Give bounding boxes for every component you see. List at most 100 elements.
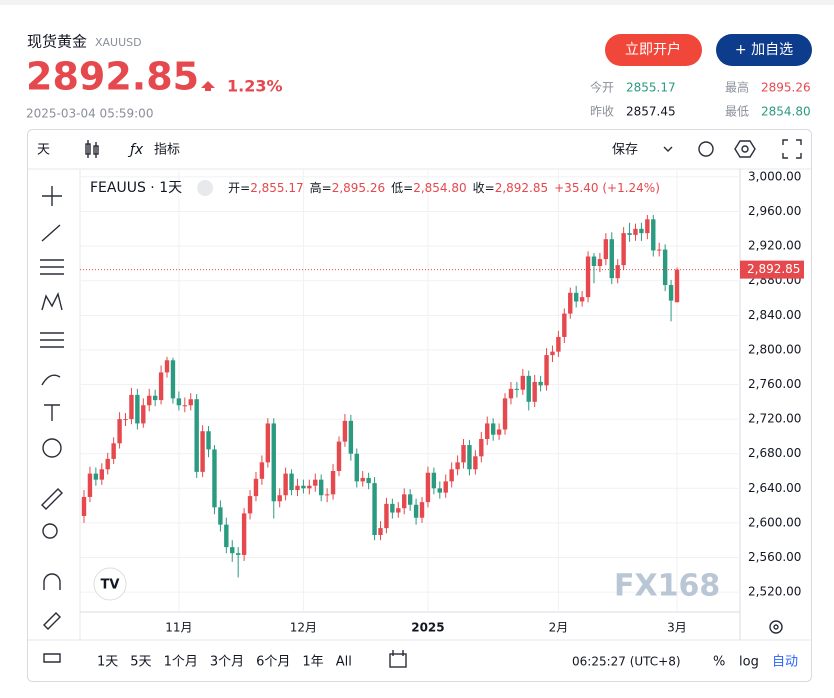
bottom-bar: 1天 5天 1个月 3个月 6个月 1年 All <box>97 655 352 670</box>
candle-body <box>384 503 389 529</box>
candle-body <box>425 472 431 503</box>
candle-body <box>170 360 176 399</box>
chevron[interactable] <box>663 146 673 152</box>
candle-body <box>354 453 359 482</box>
candle-body <box>230 547 235 554</box>
scale-option[interactable]: 自动 <box>772 655 798 670</box>
legend-label: 收= <box>473 181 495 195</box>
y-tick-label: 2,800.00 <box>748 342 801 356</box>
candle-body <box>485 423 490 440</box>
tv-logo-mark: TV <box>101 578 120 593</box>
range-button[interactable]: All <box>336 655 352 670</box>
candle-body <box>141 405 146 424</box>
candle-body <box>514 388 520 390</box>
candle-body <box>443 481 448 493</box>
candle-body <box>591 256 597 267</box>
candle-body <box>111 443 116 459</box>
interval[interactable]: 天 <box>37 143 50 158</box>
button-label[interactable]: + 加自选 <box>735 42 793 58</box>
y-tick-label: 2,560.00 <box>748 550 801 564</box>
stat-label: 今开 <box>590 80 614 95</box>
toolbar-icons[interactable] <box>698 139 802 159</box>
scale-option[interactable]: % <box>713 655 725 670</box>
candle-body <box>413 504 419 518</box>
candle-body <box>461 445 466 463</box>
button-bg <box>716 34 812 66</box>
candle-body <box>224 524 229 548</box>
range-button[interactable]: 1年 <box>302 655 323 670</box>
legend-value: 2,895.26 <box>332 181 385 195</box>
candle-body <box>372 483 377 536</box>
candle-body <box>562 313 567 337</box>
candle-body <box>520 375 526 390</box>
button-label[interactable]: 立即开户 <box>625 41 681 58</box>
range-button[interactable]: 5天 <box>130 655 151 670</box>
y-tick-label: 2,760.00 <box>748 377 801 391</box>
fx-icon: ƒx <box>127 142 144 158</box>
candle-body <box>490 423 496 435</box>
legend-value: 2,854.80 <box>413 181 466 195</box>
candle-body <box>147 395 152 406</box>
candle-icon[interactable] <box>85 140 99 158</box>
change: 1.23% <box>227 77 283 96</box>
top-strip <box>0 0 834 5</box>
range-button[interactable]: 1个月 <box>164 655 198 670</box>
candle-body <box>526 375 531 402</box>
x-tick-label: 11月 <box>165 621 192 635</box>
candle-body <box>206 431 211 450</box>
candle-body <box>117 419 122 444</box>
stat-value: 2854.80 <box>761 105 811 119</box>
candle-body <box>585 256 591 298</box>
candle-body <box>176 398 182 406</box>
timestamp: 2025-03-04 05:59:00 <box>26 107 153 121</box>
y-tick-label: 2,960.00 <box>748 204 801 218</box>
candle-body <box>479 439 484 457</box>
candle-body <box>241 513 247 555</box>
candle-body <box>668 285 674 301</box>
x-tick-label: 2月 <box>549 621 569 635</box>
indicators[interactable]: 指标 <box>154 143 180 158</box>
candle-body <box>597 259 603 267</box>
legend-label: 高= <box>310 180 332 195</box>
range-button[interactable]: 1天 <box>97 655 118 670</box>
candle-body <box>105 458 110 470</box>
legend-value: 2,892.85 <box>495 181 548 195</box>
candle-body <box>307 485 312 489</box>
candle-body <box>81 496 87 516</box>
watermark: FX168 <box>614 569 720 604</box>
candle-body <box>473 456 478 470</box>
candle-body <box>662 249 668 286</box>
date-range-icon[interactable] <box>389 650 407 668</box>
candle-body <box>603 239 609 260</box>
asset-symbol: XAUUSD <box>95 36 142 49</box>
drawing-tools[interactable] <box>40 186 64 663</box>
last-price-tag <box>740 260 804 279</box>
candle-body <box>319 479 324 496</box>
candle-body <box>235 553 241 555</box>
candle-body <box>556 336 561 352</box>
candle-body <box>496 429 502 435</box>
range-button[interactable]: 3个月 <box>210 655 244 670</box>
range-button[interactable]: 6个月 <box>256 655 290 670</box>
up-arrow <box>201 81 215 91</box>
candle-body <box>645 219 650 234</box>
stat-label: 最高 <box>725 80 749 95</box>
legend-label: 低= <box>391 181 413 195</box>
clock: 06:25:27 (UTC+8) <box>572 655 681 669</box>
stat-value: 2855.17 <box>626 81 676 95</box>
save[interactable]: 保存 <box>612 143 638 158</box>
open-account-button[interactable]: 立即开户 <box>605 34 702 66</box>
last-price-label: 2,892.85 <box>747 262 800 276</box>
y-tick-label: 2,680.00 <box>748 446 801 460</box>
stat-label: 最低 <box>725 105 749 119</box>
candle-body <box>99 469 104 480</box>
scale-option[interactable]: log <box>739 655 759 670</box>
settings-icon[interactable] <box>769 620 783 634</box>
candle-body <box>129 394 134 420</box>
legend-title: FEAUUS · 1天 <box>90 180 182 196</box>
watchlist-button[interactable]: + 加自选 <box>716 34 812 66</box>
candle-body <box>259 462 265 479</box>
candle-body <box>182 405 188 407</box>
candle-body <box>378 528 383 536</box>
legend-toggle[interactable] <box>197 180 214 196</box>
